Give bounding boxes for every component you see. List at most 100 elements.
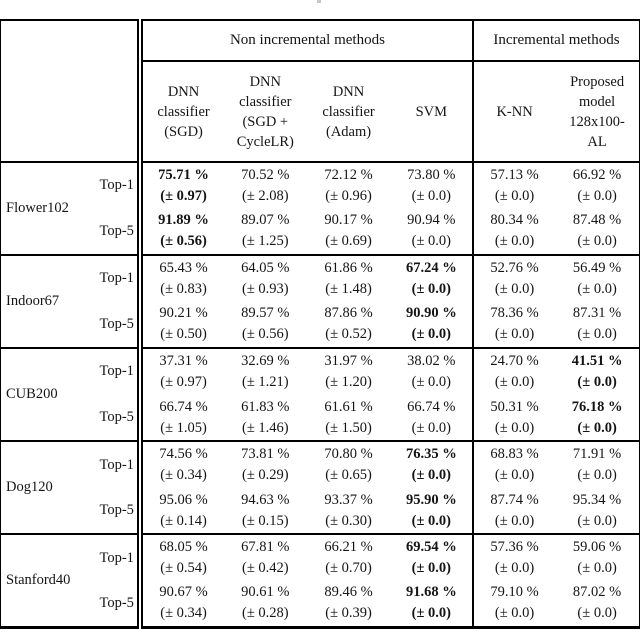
accuracy-value: 91.68 % xyxy=(405,584,457,601)
stddev-value: (± 0.0) xyxy=(577,280,617,297)
accuracy-value: 90.21 % xyxy=(159,305,208,322)
result-cell: 73.81 % (± 0.29) xyxy=(224,441,306,488)
metric-label: Top-5 xyxy=(99,409,134,425)
result-cell: 24.70 % (± 0.0) xyxy=(471,348,556,395)
result-cell: 89.46 % (± 0.39) xyxy=(306,581,390,628)
section-header-row: Non incremental methods Incremental meth… xyxy=(0,20,640,163)
result-cell: 50.31 % (± 0.0) xyxy=(471,394,556,442)
result-cell: 61.83 % (± 1.46) xyxy=(224,395,306,442)
accuracy-value: 68.05 % xyxy=(159,539,208,556)
accuracy-value: 87.31 % xyxy=(572,305,622,322)
dataset-label: CUB200 xyxy=(6,386,58,403)
metric-label: Top-5 xyxy=(99,222,134,239)
stddev-value: (± 0.0) xyxy=(494,326,535,343)
column-header-dnn-adam: DNN classifier (Adam) xyxy=(306,61,391,163)
accuracy-value: 89.57 % xyxy=(241,305,290,322)
stddev-value: (± 0.52) xyxy=(325,326,372,343)
accuracy-value: 59.06 % xyxy=(572,539,622,556)
stddev-value: (± 0.0) xyxy=(494,467,535,484)
stddev-value: (± 0.83) xyxy=(160,280,207,297)
dataset-group-flower102: Flower102 Top-1 75.71 % (± 0.97) 70.52 % (… xyxy=(0,162,640,256)
result-cell: 61.61 % (± 1.50) xyxy=(306,395,390,442)
stddev-value: (± 1.25) xyxy=(241,233,289,250)
accuracy-value: 70.80 % xyxy=(324,446,373,463)
result-cell: 91.89 % (± 0.56) xyxy=(136,208,225,256)
accuracy-value: 24.70 % xyxy=(490,352,539,369)
table-row: Top-5 95.06 % (± 0.14) 94.63 % (± 0.15) 93… xyxy=(1,487,640,535)
result-cell: 75.71 % (± 0.97) xyxy=(136,162,225,209)
accuracy-value: 87.48 % xyxy=(572,212,622,229)
stddev-value: (± 0.15) xyxy=(241,512,289,529)
result-cell: 79.10 % (± 0.0) xyxy=(471,580,556,628)
dataset-group-stanford40: Stanford40 Top-1 68.05 % (± 0.54) 67.81 %… xyxy=(1,534,640,628)
result-cell: 90.17 % (± 0.69) xyxy=(306,209,390,256)
stddev-value: (± 2.08) xyxy=(241,187,289,204)
accuracy-value: 61.61 % xyxy=(324,398,373,415)
stddev-value: (± 1.50) xyxy=(325,419,372,436)
stddev-value: (± 0.65) xyxy=(325,467,372,484)
stddev-value: (± 1.05) xyxy=(160,419,207,436)
accuracy-value: 66.92 % xyxy=(572,166,622,183)
result-cell: 94.63 % (± 0.15) xyxy=(224,488,306,535)
accuracy-value: 57.36 % xyxy=(490,539,539,556)
result-cell: 90.21 % (± 0.50) xyxy=(136,301,225,349)
stddev-value: (± 0.0) xyxy=(411,605,451,622)
accuracy-value: 95.34 % xyxy=(572,491,622,508)
dataset-label: Stanford40 xyxy=(6,572,71,589)
accuracy-value: 76.18 % xyxy=(571,398,623,415)
stddev-value: (± 1.21) xyxy=(241,373,289,390)
stddev-value: (± 0.0) xyxy=(494,605,535,622)
column-header-dnn-cyclelr: DNN classifier (SGD + CycleLR) xyxy=(224,61,307,163)
accuracy-value: 66.74 % xyxy=(159,398,208,415)
stddev-value: (± 0.0) xyxy=(577,560,617,577)
result-cell: 31.97 % (± 1.20) xyxy=(306,348,390,395)
accuracy-value: 90.17 % xyxy=(324,212,373,229)
accuracy-value: 38.02 % xyxy=(407,352,456,369)
result-cell: 66.21 % (± 0.70) xyxy=(306,534,390,581)
accuracy-value: 90.94 % xyxy=(407,212,456,229)
accuracy-value: 94.63 % xyxy=(241,491,290,508)
result-cell: 68.05 % (± 0.54) xyxy=(136,534,225,581)
section-header-non-incremental: Non incremental methods xyxy=(136,20,473,62)
accuracy-value: 66.74 % xyxy=(407,398,456,415)
result-cell: 87.86 % (± 0.52) xyxy=(306,302,390,349)
stddev-value: (± 0.0) xyxy=(411,560,451,577)
result-cell: 71.91 % (± 0.0) xyxy=(555,441,639,488)
table-row: Top-5 66.74 % (± 1.05) 61.83 % (± 1.46) 61… xyxy=(1,394,640,442)
accuracy-value: 32.69 % xyxy=(241,352,290,369)
result-cell: 89.07 % (± 1.25) xyxy=(224,209,306,256)
stddev-value: (± 0.69) xyxy=(325,233,372,250)
result-cell: 93.37 % (± 0.30) xyxy=(306,488,390,535)
table-row: Top-5 90.67 % (± 0.34) 90.61 % (± 0.28) 89… xyxy=(1,580,640,628)
dataset-group-dog120: Dog120 Top-1 74.56 % (± 0.34) 73.81 % (± 0… xyxy=(0,441,640,535)
table-row: Indoor67 Top-1 65.43 % (± 0.83) 64.05 % (±… xyxy=(1,255,640,309)
dataset-group-indoor67: Indoor67 Top-1 65.43 % (± 0.83) 64.05 % (±… xyxy=(0,255,640,349)
dataset-group-cub200: CUB200 Top-1 37.31 % (± 0.97) 32.69 % (± 1… xyxy=(0,348,640,442)
accuracy-value: 71.91 % xyxy=(572,446,622,463)
result-cell: 66.92 % (± 0.0) xyxy=(555,162,639,209)
metric-label: Top-1 xyxy=(99,363,134,380)
accuracy-value: 67.24 % xyxy=(405,259,457,276)
accuracy-value: 67.81 % xyxy=(241,539,290,556)
result-cell: 68.83 % (± 0.0) xyxy=(471,441,556,488)
results-table: Non incremental methods Incremental meth… xyxy=(0,19,640,629)
stddev-value: (± 0.0) xyxy=(411,233,451,250)
accuracy-value: 93.37 % xyxy=(324,491,373,508)
result-cell: 66.74 % (± 0.0) xyxy=(391,395,473,442)
stddev-value: (± 1.46) xyxy=(241,419,289,436)
column-header-proposed-model: Proposed model 128x100- AL xyxy=(555,61,640,163)
stddev-value: (± 0.0) xyxy=(411,512,451,529)
table-row: Flower102 Top-1 75.71 % (± 0.97) 70.52 % (… xyxy=(1,162,640,216)
section-header-incremental: Incremental methods xyxy=(471,20,640,62)
stddev-value: (± 0.93) xyxy=(241,280,289,297)
column-header-svm: SVM xyxy=(390,61,473,163)
accuracy-value: 90.90 % xyxy=(405,305,457,322)
result-cell: 87.74 % (± 0.0) xyxy=(471,487,556,535)
result-cell: 52.76 % (± 0.0) xyxy=(471,255,556,302)
metric-label: Top-5 xyxy=(99,315,134,332)
stddev-value: (± 0.28) xyxy=(241,605,289,622)
accuracy-value: 37.31 % xyxy=(159,352,208,369)
stddev-value: (± 0.0) xyxy=(577,326,617,343)
result-cell: 87.48 % (± 0.0) xyxy=(555,209,639,256)
